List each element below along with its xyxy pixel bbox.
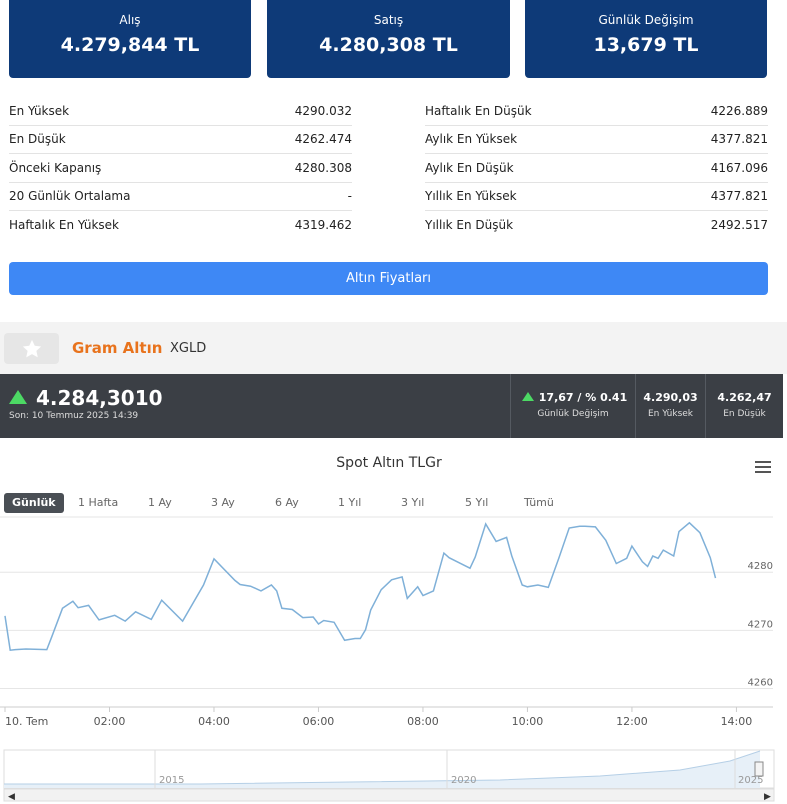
stat-row: Yıllık En Düşük 2492.517 (425, 211, 768, 240)
range-6-months[interactable]: 6 Ay (275, 496, 299, 509)
stat-label: Önceki Kapanış (9, 160, 102, 175)
scrollbar[interactable] (3, 788, 775, 802)
stat-row: 20 Günlük Ortalama - (9, 183, 352, 211)
low-value: 4.262,47 (717, 391, 772, 404)
range-1-year[interactable]: 1 Yıl (338, 496, 362, 509)
range-3-months[interactable]: 3 Ay (211, 496, 235, 509)
stat-label: Haftalık En Düşük (425, 103, 532, 118)
stat-row: En Yüksek 4290.032 (9, 97, 352, 126)
stat-value: 4377.821 (710, 189, 768, 204)
up-arrow-icon (9, 390, 27, 404)
daily-change-value: 13,679 TL (593, 34, 699, 56)
navigator[interactable]: 2015 2020 2025 ◀ ▶ (3, 749, 775, 802)
range-all[interactable]: Tümü (524, 496, 554, 509)
stat-value: 2492.517 (710, 218, 768, 233)
stat-row: Aylık En Yüksek 4377.821 (425, 126, 768, 154)
stat-label: Aylık En Düşük (425, 160, 514, 175)
chart-grid (0, 516, 773, 708)
favorite-button[interactable] (4, 333, 59, 364)
x-tick-label: 10. Tem (5, 715, 48, 728)
scroll-left-icon[interactable]: ◀ (8, 792, 15, 802)
x-tick-label: 12:00 (616, 715, 648, 728)
high-box: 4.290,03 En Yüksek (635, 374, 705, 438)
last-price: 4.284,3010 (36, 386, 163, 410)
stat-value: - (347, 189, 352, 204)
chart-title: Spot Altın TLGr (336, 455, 442, 471)
low-label: En Düşük (723, 409, 766, 419)
y-tick-label: 4280 (748, 561, 773, 572)
stat-row: Aylık En Düşük 4167.096 (425, 154, 768, 183)
x-tick-label: 14:00 (721, 715, 753, 728)
range-1-week[interactable]: 1 Hafta (78, 496, 119, 509)
daily-change-label: Günlük Değişim (537, 409, 609, 419)
stat-value: 4290.032 (294, 103, 352, 118)
stat-value: 4377.821 (710, 132, 768, 147)
high-value: 4.290,03 (643, 391, 698, 404)
high-label: En Yüksek (647, 409, 694, 419)
price-line (4, 521, 717, 652)
summary-cards: Alış 4.279,844 TL Satış 4.280,308 TL Gün… (9, 0, 767, 78)
stat-value: 4319.462 (294, 218, 352, 233)
x-axis-labels: 10. Tem 02:00 04:00 06:00 08:00 10:00 12:00 14:… (4, 707, 753, 728)
stat-value: 4226.889 (710, 103, 768, 118)
navigator-label: 2020 (451, 775, 476, 786)
star-icon (22, 339, 41, 357)
navigator-label: 2025 (738, 775, 763, 786)
x-tick-label: 02:00 (94, 715, 126, 728)
stat-label: Haftalık En Yüksek (9, 218, 119, 233)
stat-label: Yıllık En Düşük (425, 218, 514, 233)
instrument-header (0, 322, 787, 374)
daily-change-box: 17,67 / % 0.41 Günlük Değişim (510, 374, 635, 438)
sell-value: 4.280,308 TL (319, 34, 458, 56)
gold-prices-button[interactable]: Altın Fiyatları (9, 262, 768, 295)
quote-bar: 4.284,3010 Son: 10 Temmuz 2025 14:39 17,… (0, 374, 783, 438)
stats-right-column: Haftalık En Düşük 4226.889 Aylık En Yükse… (425, 97, 768, 240)
range-3-years[interactable]: 3 Yıl (401, 496, 425, 509)
stat-label: En Yüksek (9, 103, 70, 118)
range-daily[interactable]: Günlük (4, 493, 64, 513)
up-arrow-icon (522, 392, 534, 401)
y-tick-label: 4270 (748, 619, 773, 630)
stat-label: Yıllık En Yüksek (425, 189, 517, 204)
stat-value: 4280.308 (294, 160, 352, 175)
x-tick-label: 04:00 (198, 715, 230, 728)
y-axis-labels: 4280 4270 4260 (748, 561, 773, 688)
daily-change-card: Günlük Değişim 13,679 TL (525, 0, 767, 78)
price-chart[interactable]: 4280 4270 4260 10. Tem 02:00 04:00 06:00 08:00… (0, 516, 778, 804)
navigator-handle[interactable] (754, 761, 764, 777)
buy-label: Alış (119, 13, 141, 27)
stats-left-column: En Yüksek 4290.032 En Düşük 4262.474 Öncek… (9, 97, 352, 240)
stat-row: Önceki Kapanış 4280.308 (9, 154, 352, 183)
stat-row: Haftalık En Düşük 4226.889 (425, 97, 768, 126)
last-update-time: Son: 10 Temmuz 2025 14:39 (9, 411, 139, 421)
stat-value: 4262.474 (294, 132, 352, 147)
buy-value: 4.279,844 TL (60, 34, 200, 56)
y-tick-label: 4260 (748, 678, 773, 689)
stat-label: En Düşük (9, 132, 66, 147)
stat-row: Yıllık En Yüksek 4377.821 (425, 183, 768, 211)
low-box: 4.262,47 En Düşük (705, 374, 783, 438)
x-tick-label: 10:00 (512, 715, 544, 728)
stat-row: En Düşük 4262.474 (9, 126, 352, 154)
sell-card: Satış 4.280,308 TL (267, 0, 510, 78)
x-tick-label: 08:00 (407, 715, 439, 728)
stat-row: Haftalık En Yüksek 4319.462 (9, 211, 352, 240)
daily-change-label: Günlük Değişim (598, 13, 694, 27)
instrument-name: Gram Altın (72, 339, 163, 357)
stat-value: 4167.096 (710, 160, 768, 175)
range-1-month[interactable]: 1 Ay (148, 496, 172, 509)
hamburger-menu-icon[interactable] (755, 461, 771, 473)
sell-label: Satış (373, 13, 404, 27)
buy-card: Alış 4.279,844 TL (9, 0, 251, 78)
scroll-right-icon[interactable]: ▶ (764, 792, 771, 802)
stat-label: Aylık En Yüksek (425, 132, 518, 147)
stat-label: 20 Günlük Ortalama (9, 189, 131, 204)
instrument-code: XGLD (170, 341, 207, 356)
range-5-years[interactable]: 5 Yıl (465, 496, 489, 509)
navigator-label: 2015 (159, 775, 184, 786)
daily-change-value: 17,67 / % 0.41 (538, 391, 628, 404)
x-tick-label: 06:00 (303, 715, 335, 728)
